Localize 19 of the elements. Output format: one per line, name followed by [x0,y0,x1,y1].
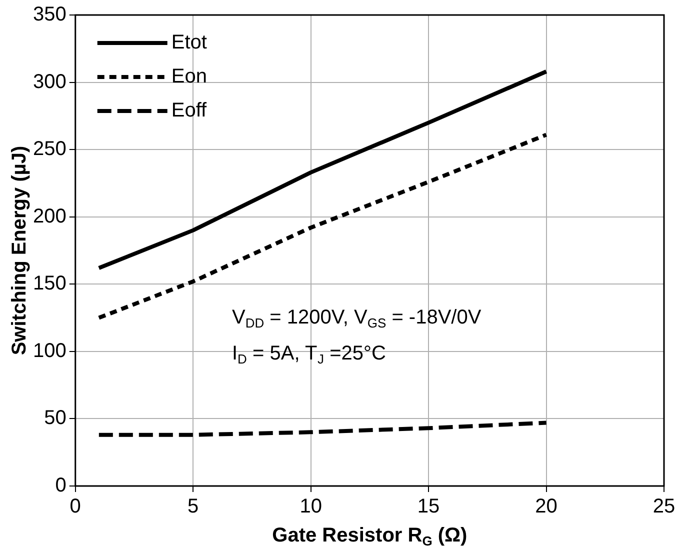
x-tick-label: 0 [70,496,81,518]
legend-label: Etot [171,32,208,54]
y-tick-label: 100 [32,340,66,362]
line-series [96,420,548,437]
y-tick-label: 350 [32,4,66,26]
y-tick-label: 50 [44,407,66,430]
y-tick-label: 150 [32,272,66,295]
legend-label: Eoff [171,100,208,122]
x-tick-label: 25 [652,496,676,518]
x-tick-label: 20 [535,496,558,518]
legend-label: Eon [171,66,207,88]
y-tick-label: 300 [32,70,66,93]
x-tick-label: 10 [300,496,322,518]
y-tick-label: 0 [55,474,66,497]
x-tick-label: 5 [188,496,199,518]
x-tick-label: 15 [417,496,440,518]
y-axis-title: Switching Energy (µJ) [8,146,31,356]
y-tick-label: 250 [32,138,66,160]
y-tick-label: 200 [32,205,66,228]
